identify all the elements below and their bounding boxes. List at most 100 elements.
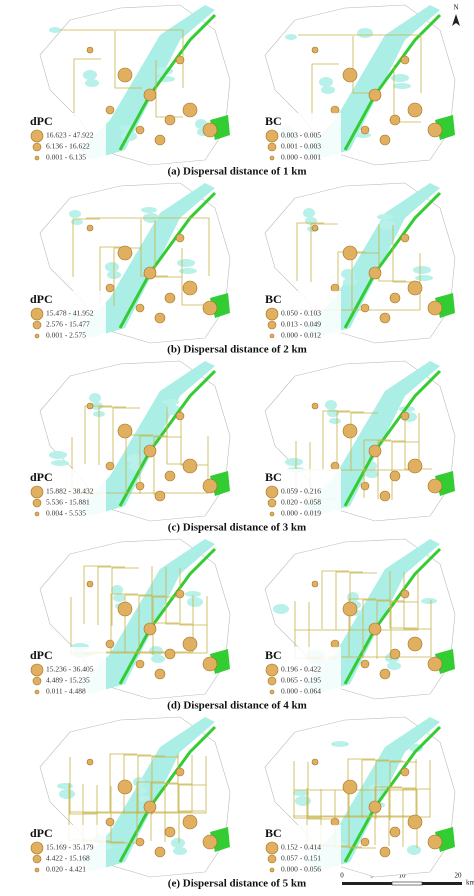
node [311, 402, 319, 410]
legend-title: dPC [30, 648, 53, 662]
water-patch [185, 591, 201, 597]
water-patch [365, 470, 379, 478]
corridor [69, 757, 97, 815]
water-patch [69, 210, 81, 218]
legend-entry: 0.001 - 0.003 [281, 142, 321, 151]
corridor [389, 761, 417, 820]
node [182, 280, 198, 296]
legend-entry: 0.004 - 5.535 [46, 509, 86, 518]
node [86, 224, 94, 232]
corridor [110, 593, 138, 652]
corridor [178, 784, 206, 843]
node [143, 444, 157, 458]
node [175, 411, 185, 421]
water-patch [49, 27, 61, 33]
node [154, 490, 166, 502]
corridor [151, 756, 179, 815]
node [368, 88, 382, 102]
node [379, 490, 391, 502]
node [86, 46, 94, 54]
node [407, 458, 423, 474]
water-patch [295, 796, 311, 806]
green-corridor [118, 369, 217, 507]
corridor [375, 760, 403, 819]
legend-symbol [267, 676, 277, 686]
node [164, 470, 176, 482]
node [330, 461, 340, 471]
node [427, 834, 443, 850]
node [182, 102, 198, 118]
map: dPC 15.478 - 41.952 2.576 - 15.477 0.001 - … [28, 182, 231, 344]
water-patch [113, 594, 125, 602]
node [360, 125, 370, 135]
water-patch [151, 655, 165, 663]
node [182, 636, 198, 652]
node [202, 656, 218, 672]
node [400, 767, 410, 777]
water-patch [163, 399, 179, 405]
node [175, 767, 185, 777]
green-corridor [118, 725, 217, 863]
node [311, 224, 319, 232]
node [135, 481, 145, 491]
node [379, 134, 391, 146]
corridor [308, 600, 432, 658]
corridor [310, 223, 338, 282]
node [368, 444, 382, 458]
water-patch [127, 454, 141, 464]
node [342, 779, 358, 795]
node [86, 758, 94, 766]
corridor [296, 222, 324, 281]
node [400, 411, 410, 421]
water-patch [285, 458, 303, 466]
node [389, 470, 401, 482]
node [117, 423, 133, 439]
panel-caption: (d) Dispersal distance of 4 km [167, 700, 307, 712]
panel-caption: (c) Dispersal distance of 3 km [168, 522, 306, 534]
legend-title: BC [265, 826, 282, 840]
legend-symbol [269, 155, 275, 161]
legend-entry: 0.001 - 2.575 [46, 331, 86, 340]
node [360, 837, 370, 847]
legend-symbol [34, 867, 40, 873]
corridor [307, 762, 335, 820]
water-patch [71, 219, 83, 225]
corridor [154, 220, 182, 278]
legend-entry: 15.236 - 36.405 [46, 665, 94, 674]
legend-entry: 0.000 - 0.012 [281, 331, 321, 340]
corridor [86, 217, 210, 276]
node [360, 481, 370, 491]
north-arrow: N [452, 4, 460, 26]
corridor [97, 566, 125, 625]
corridor [390, 601, 418, 660]
water-patch [377, 214, 393, 220]
map: BC 0.059 - 0.216 0.020 - 0.058 0.000 - 0.01… [263, 360, 456, 522]
node [202, 834, 218, 850]
green-corridor [343, 547, 442, 685]
node [400, 589, 410, 599]
water-patch [357, 28, 373, 38]
water-patch [111, 585, 123, 595]
legend-entry: 0.020 - 0.058 [281, 498, 321, 507]
map: dPC 16.623 - 47.922 6.136 - 16.622 0.001 - … [28, 4, 231, 166]
node [135, 837, 145, 847]
node [143, 88, 157, 102]
corridor [298, 34, 422, 93]
corridor [84, 596, 208, 654]
scale-label: 20 [455, 872, 463, 880]
node [379, 668, 391, 680]
legend-symbol [265, 307, 279, 321]
corridor [140, 219, 168, 277]
corridor [60, 29, 184, 88]
node [400, 233, 410, 243]
water-patch [293, 790, 309, 796]
corridor [391, 441, 419, 500]
legend-entry: 16.623 - 47.922 [46, 131, 94, 140]
corridor [153, 436, 181, 495]
legend-symbol [30, 485, 44, 499]
water-patch [341, 269, 355, 279]
node [342, 601, 358, 617]
node [182, 814, 198, 830]
water-patch [331, 741, 349, 747]
water-patch [51, 460, 69, 466]
